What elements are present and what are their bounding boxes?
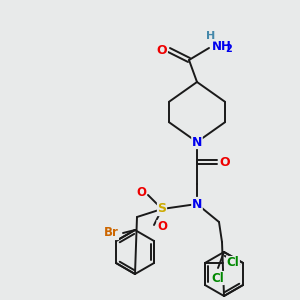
Text: O: O	[157, 44, 167, 56]
Text: Cl: Cl	[212, 272, 224, 284]
Text: N: N	[192, 136, 202, 148]
Text: O: O	[136, 187, 146, 200]
Text: S: S	[158, 202, 166, 215]
Text: O: O	[220, 155, 230, 169]
Text: O: O	[157, 220, 167, 233]
Text: NH: NH	[212, 40, 232, 52]
Text: Cl: Cl	[226, 256, 239, 269]
Text: Br: Br	[103, 226, 118, 239]
Text: H: H	[206, 31, 216, 41]
Text: 2: 2	[225, 44, 232, 54]
Text: N: N	[192, 197, 202, 211]
